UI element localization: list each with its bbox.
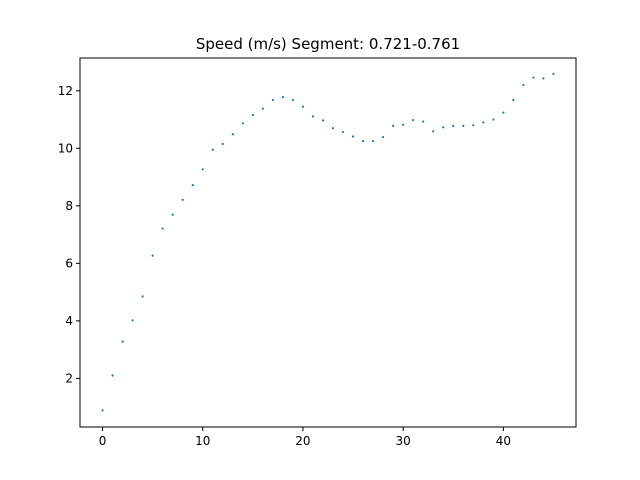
x-tick-label: 10 xyxy=(195,434,210,448)
data-point xyxy=(482,121,485,124)
y-tick-label: 12 xyxy=(58,84,73,98)
data-point xyxy=(452,124,455,127)
data-point xyxy=(442,126,445,129)
data-point xyxy=(251,113,254,117)
x-tick-label: 40 xyxy=(496,434,511,448)
data-point xyxy=(552,72,555,75)
data-point xyxy=(512,98,515,102)
data-point xyxy=(392,124,395,127)
data-point xyxy=(301,105,305,108)
data-point xyxy=(532,76,535,79)
chart-title: Speed (m/s) Segment: 0.721-0.761 xyxy=(196,35,460,53)
data-point xyxy=(131,319,134,322)
data-point xyxy=(211,148,214,151)
data-point xyxy=(382,135,385,139)
x-axis-ticks: 0 10 20 30 40 xyxy=(99,427,511,448)
data-point xyxy=(241,122,244,125)
data-point xyxy=(171,213,174,216)
y-tick-label: 8 xyxy=(65,199,73,213)
data-point xyxy=(462,124,465,127)
data-point xyxy=(361,140,365,143)
data-point xyxy=(191,184,194,187)
y-tick-label: 10 xyxy=(58,141,73,155)
data-point xyxy=(201,168,204,171)
data-points xyxy=(101,72,555,412)
plot-area-frame xyxy=(79,57,577,428)
data-point xyxy=(291,98,295,102)
data-point xyxy=(231,133,234,136)
data-point xyxy=(141,295,144,298)
data-point xyxy=(181,198,184,201)
y-tick-label: 6 xyxy=(65,256,73,270)
data-point xyxy=(321,119,325,122)
data-point xyxy=(371,140,375,143)
data-point xyxy=(502,111,505,114)
data-point xyxy=(412,119,415,122)
data-point xyxy=(542,77,545,80)
y-axis-ticks: 2 4 6 8 10 12 xyxy=(58,84,80,385)
y-tick-label: 4 xyxy=(65,314,73,328)
data-point xyxy=(101,409,104,412)
data-point xyxy=(221,142,224,146)
data-point xyxy=(281,96,285,99)
data-point xyxy=(351,135,355,138)
data-point xyxy=(422,120,425,123)
data-point xyxy=(111,374,114,377)
y-tick-label: 2 xyxy=(65,371,73,385)
data-point xyxy=(331,127,335,130)
data-point xyxy=(151,254,154,257)
x-tick-label: 0 xyxy=(99,434,107,448)
data-point xyxy=(472,124,475,127)
data-point xyxy=(271,98,274,102)
data-point xyxy=(261,107,264,110)
data-point xyxy=(311,115,315,118)
data-point xyxy=(161,227,164,230)
data-point xyxy=(402,123,405,126)
data-point xyxy=(492,118,495,121)
x-tick-label: 20 xyxy=(295,434,310,448)
data-point xyxy=(522,83,525,87)
x-tick-label: 30 xyxy=(396,434,411,448)
data-point xyxy=(432,130,435,133)
data-point xyxy=(121,340,124,343)
data-point xyxy=(341,130,345,134)
